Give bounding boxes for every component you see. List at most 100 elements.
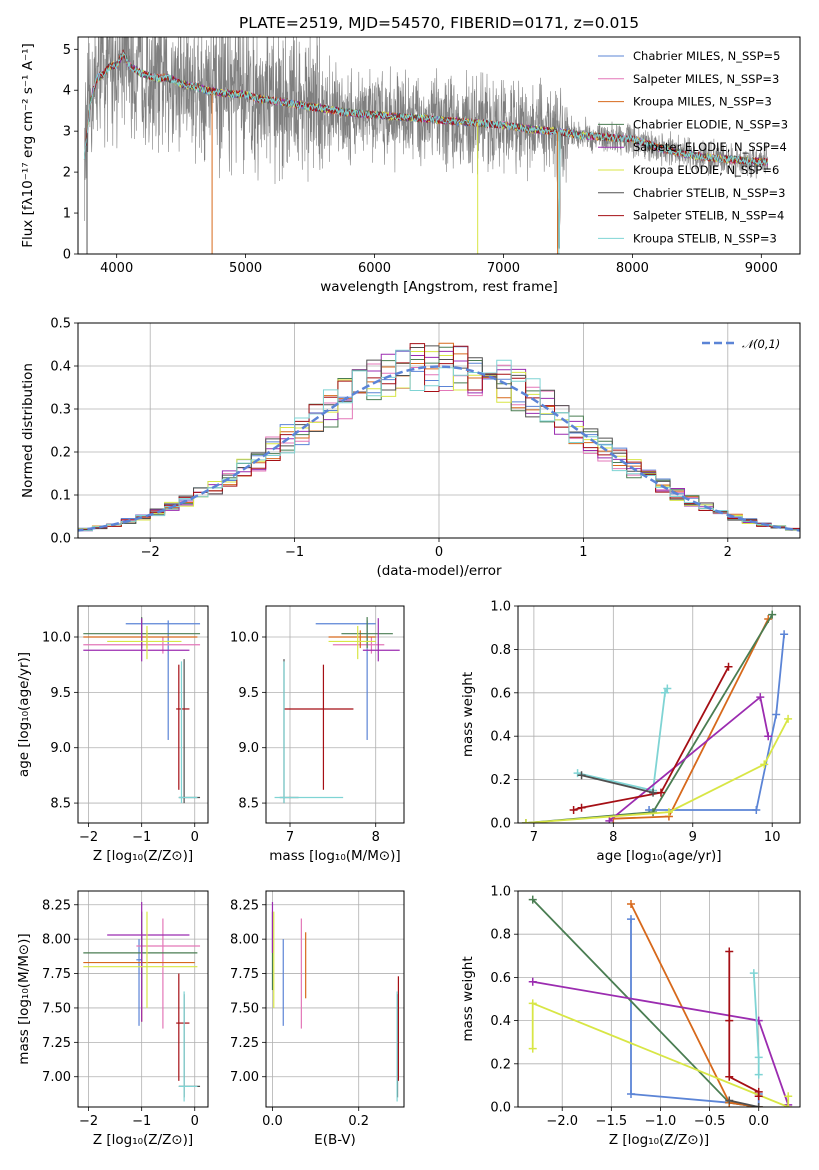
plus-marker	[754, 1070, 763, 1079]
x-axis-label: Z [log₁₀(Z/Z⊙)]	[93, 1132, 193, 1148]
plus-marker	[605, 816, 614, 823]
plus-marker	[649, 788, 658, 797]
mass_vs_EBV-chart: 0.0 0.2 7.00 7.25 7.50 7.75 8.00 8.25 E(B-V)	[230, 890, 405, 1148]
y-tick-label: 7.00	[42, 1070, 71, 1085]
plot-area	[78, 342, 800, 533]
plot-frame	[517, 605, 801, 824]
legend-label: Salpeter ELODIE, N_SSP=4	[633, 140, 787, 154]
plus-marker	[754, 1092, 763, 1101]
plus-marker	[528, 895, 537, 904]
plus-marker	[626, 899, 635, 908]
y-tick-label: 7.50	[230, 1001, 259, 1016]
plus-marker	[626, 915, 635, 924]
weight_vs_Z-chart: −2.0 −1.5 −1.0 −0.5 0.0 0.0 0.2 0.4 0.6 0.8 1.0 Z […	[460, 885, 801, 1148]
x-axis-label: (data-model)/error	[376, 563, 502, 579]
y-tick-label: 0.5	[50, 317, 71, 332]
x-tick-label: 2	[724, 545, 732, 560]
x-tick-label: 7000	[487, 261, 520, 276]
y-tick-label: 7.75	[230, 967, 259, 982]
y-axis-label: Normed distribution	[20, 363, 36, 498]
plus-marker	[784, 1092, 793, 1101]
plus-marker	[569, 805, 578, 814]
plus-marker	[754, 1053, 763, 1062]
normal-reference-curve	[78, 365, 800, 532]
x-axis-label: mass [log₁₀(M/M⊙)]	[269, 848, 400, 864]
mass-weight-line	[630, 919, 760, 1107]
y-tick-label: 9.0	[238, 741, 259, 756]
plot-area	[521, 610, 793, 823]
x-tick-label: −1	[285, 545, 304, 560]
x-axis-label: wavelength [Angstrom, rest frame]	[320, 279, 558, 295]
plot-frame	[77, 322, 801, 539]
x-tick-label: −1.5	[596, 1114, 628, 1129]
plus-marker	[664, 808, 673, 817]
model-spectrum-line	[83, 50, 768, 249]
plus-marker	[528, 977, 537, 986]
plot-area	[528, 895, 793, 1107]
x-tick-label: 7	[286, 830, 294, 845]
plot-frame	[265, 890, 405, 1108]
x-tick-label: 8	[609, 830, 617, 845]
y-tick-label: 9.5	[238, 686, 259, 701]
y-axis-label: age [log₁₀(age/yr)]	[16, 652, 32, 777]
y-tick-label: 0.2	[50, 446, 71, 461]
mass-weight-line	[532, 898, 759, 1107]
plus-marker	[756, 693, 765, 702]
x-tick-label: 4000	[100, 261, 133, 276]
legend-label: Kroupa STELIB, N_SSP=3	[633, 231, 777, 245]
legend-label: Salpeter MILES, N_SSP=3	[633, 72, 779, 86]
mass_vs_Z-chart: −2 −1 0 7.00 7.25 7.50 7.75 8.00 8.25 Z [log₁₀(Z/…	[16, 890, 209, 1148]
legend-label: 𝒩(0,1)	[742, 337, 780, 351]
x-tick-label: 8	[372, 830, 380, 845]
x-tick-label: 1	[579, 545, 587, 560]
plus-marker	[784, 714, 793, 723]
plot-frame	[77, 36, 801, 255]
grid	[266, 606, 404, 823]
grid	[78, 891, 208, 1107]
plus-marker	[725, 1072, 734, 1081]
x-tick-label: −1	[132, 830, 151, 845]
plot-frame	[265, 605, 405, 824]
y-tick-label: 2	[63, 166, 71, 181]
plus-marker	[754, 1103, 763, 1107]
y-axis-label: mass [log₁₀(M/M⊙)]	[16, 933, 32, 1064]
y-tick-label: 0.3	[50, 403, 71, 418]
y-tick-label: 7.00	[230, 1070, 259, 1085]
y-tick-label: 7.25	[230, 1036, 259, 1051]
plus-marker	[577, 771, 586, 780]
plus-marker	[760, 760, 769, 769]
plus-marker	[749, 969, 758, 978]
y-tick-label: 1	[63, 207, 71, 222]
plot-area	[274, 617, 400, 804]
residuals-chart: −2 −1 0 1 2 0.0 0.1 0.2 0.3 0.4 0.5 (data-model)/er…	[20, 317, 801, 579]
y-tick-label: 9.0	[50, 741, 71, 756]
x-tick-label: −2.0	[546, 1114, 578, 1129]
plus-marker	[784, 1103, 793, 1107]
plot-frame	[517, 890, 801, 1108]
y-tick-label: 0.0	[490, 817, 511, 832]
legend-label: Kroupa MILES, N_SSP=3	[633, 95, 772, 109]
y-axis-label: mass weight	[460, 672, 476, 757]
mass-weight-line	[581, 774, 654, 794]
x-axis-label: Z [log₁₀(Z/Z⊙)]	[93, 848, 193, 864]
x-tick-label: 9	[689, 830, 697, 845]
plus-marker	[649, 808, 658, 817]
x-tick-label: 0	[191, 830, 199, 845]
mass-weight-line	[752, 973, 760, 1075]
y-tick-label: 5	[63, 43, 71, 58]
x-tick-label: 5000	[229, 261, 262, 276]
x-tick-label: 10	[764, 830, 781, 845]
y-tick-label: 8.25	[42, 898, 71, 913]
y-tick-label: 0.4	[490, 730, 511, 745]
plus-marker	[724, 662, 733, 671]
plus-marker	[764, 732, 773, 741]
x-tick-label: −2	[79, 1114, 98, 1129]
plus-marker	[528, 1044, 537, 1053]
y-tick-label: 0.8	[490, 928, 511, 943]
plot-area	[83, 37, 769, 254]
y-tick-label: 8.5	[238, 797, 259, 812]
y-tick-label: 0.1	[50, 489, 71, 504]
plus-marker	[626, 1090, 635, 1099]
y-tick-label: 1.0	[490, 600, 511, 615]
